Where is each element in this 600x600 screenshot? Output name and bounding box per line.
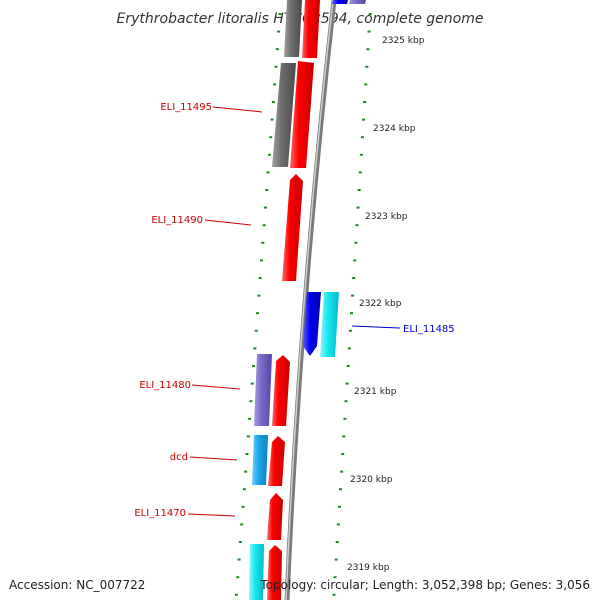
gene-feature-red-top[interactable] xyxy=(302,0,320,58)
topology-text: Topology: circular; Length: 3,052,398 bp… xyxy=(260,578,590,592)
gene-feature-top-purple[interactable] xyxy=(349,0,366,4)
gene-feature-red-11480[interactable] xyxy=(272,355,290,426)
scale-label-2322: 2322 kbp xyxy=(359,299,402,309)
genome-backbone-highlight xyxy=(285,0,334,600)
gene-feature-sky-dcd[interactable] xyxy=(252,435,268,485)
gene-feature-red-bottom[interactable] xyxy=(267,545,282,600)
gene-feature-top-blue[interactable] xyxy=(332,0,348,4)
gene-label-eli-11470[interactable]: ELI_11470 xyxy=(134,508,186,519)
tick-marks xyxy=(234,13,372,596)
gene-feature-cyan-11485[interactable] xyxy=(320,292,339,357)
scale-label-2324: 2324 kbp xyxy=(373,124,416,134)
gene-feature-red-dcd[interactable] xyxy=(268,436,285,486)
scale-label-2319: 2319 kbp xyxy=(347,563,390,573)
gene-feature-red-11490[interactable] xyxy=(282,174,303,281)
gene-feature-red-11470[interactable] xyxy=(267,493,283,540)
genome-backbone xyxy=(284,0,337,600)
gene-feature-blue-11485[interactable] xyxy=(303,292,321,356)
gene-features xyxy=(249,0,366,600)
gene-labels: ELI_11495 ELI_11490 ELI_11485 ELI_11480 … xyxy=(134,102,454,519)
gene-label-leaders xyxy=(187,106,401,517)
scale-labels: 2325 kbp 2324 kbp 2323 kbp 2322 kbp 2321… xyxy=(347,36,425,573)
gene-label-eli-11485[interactable]: ELI_11485 xyxy=(403,324,455,335)
gene-feature-purple-11480[interactable] xyxy=(254,354,272,426)
gene-label-eli-11490[interactable]: ELI_11490 xyxy=(151,215,203,226)
gene-label-eli-11480[interactable]: ELI_11480 xyxy=(139,380,191,391)
gene-feature-cyan-bottom[interactable] xyxy=(249,544,264,600)
gene-feature-gray-11495[interactable] xyxy=(272,63,296,167)
scale-label-2323: 2323 kbp xyxy=(365,212,408,222)
gene-label-eli-11495[interactable]: ELI_11495 xyxy=(160,102,212,113)
scale-label-2325: 2325 kbp xyxy=(382,36,425,46)
gene-feature-red-11495[interactable] xyxy=(290,61,314,168)
scale-label-2320: 2320 kbp xyxy=(350,475,393,485)
gene-label-dcd[interactable]: dcd xyxy=(170,452,188,463)
gene-feature-gray-top[interactable] xyxy=(284,0,302,57)
scale-label-2321: 2321 kbp xyxy=(354,387,397,397)
accession-text: Accession: NC_007722 xyxy=(9,578,146,592)
